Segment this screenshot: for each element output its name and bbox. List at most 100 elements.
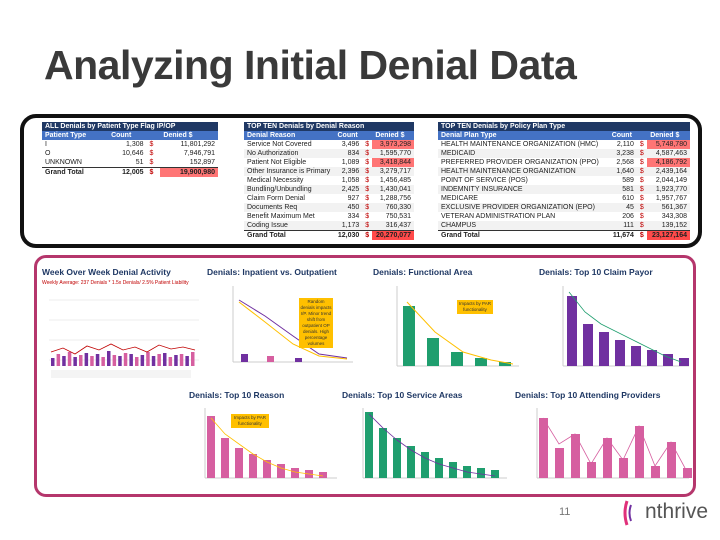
- column-header: [362, 131, 373, 140]
- bar: [191, 352, 195, 366]
- table-row: HEALTH MAINTENANCE ORGANIZATION 1,640 $2,4…: [438, 167, 690, 176]
- bar: [123, 353, 128, 366]
- bar: [129, 354, 133, 366]
- cell: HEALTH MAINTENANCE ORGANIZATION: [438, 167, 609, 176]
- cell: $: [639, 141, 644, 148]
- cell: 4,587,463: [647, 149, 690, 158]
- inpatient-callout: Random denials impacts I/P. Minor trend …: [299, 298, 333, 348]
- column-header[interactable]: Denial Reason: [244, 131, 335, 140]
- cell: MEDICAID: [438, 149, 609, 158]
- column-header[interactable]: Count: [608, 131, 637, 140]
- table-row: Coding Issue 1,173 $316,437: [244, 221, 414, 231]
- table-row: Benefit Maximum Met 334 $750,531: [244, 212, 414, 221]
- cumulative-line: [406, 301, 514, 365]
- cell: Bundling/Unbundling: [244, 185, 335, 194]
- table-row: Patient Not Eligible 1,089 $3,418,844: [244, 158, 414, 167]
- cell: 51: [135, 159, 144, 166]
- cell: 1,089: [341, 159, 360, 166]
- bar: [603, 438, 612, 478]
- table-caption: ALL Denials by Patient Type Flag IP/OP: [42, 122, 218, 131]
- bar: [539, 418, 548, 478]
- cell: 1,957,767: [655, 195, 687, 202]
- bar: [179, 354, 184, 366]
- cell: 561,367: [647, 203, 690, 212]
- table-total-row: Grand Total 12,030 $20,270,077: [244, 230, 414, 240]
- cell: 111: [608, 221, 637, 231]
- cell: 11,674: [608, 230, 637, 240]
- bar: [207, 416, 215, 478]
- bar: [235, 448, 243, 478]
- cell: 2,568: [616, 159, 634, 166]
- reason-panel-title: Denials: Top 10 Reason: [189, 390, 285, 400]
- cell: $: [365, 177, 370, 184]
- table-row: Bundling/Unbundling 2,425 $1,430,041: [244, 185, 414, 194]
- cell: $: [362, 149, 373, 158]
- column-header[interactable]: Denied $: [160, 131, 218, 140]
- service-panel-title: Denials: Top 10 Service Areas: [342, 390, 463, 400]
- column-header[interactable]: Count: [334, 131, 363, 140]
- column-header[interactable]: Count: [108, 131, 147, 140]
- cell: 1,640: [608, 167, 637, 176]
- cell: $: [365, 213, 370, 220]
- cell: $: [636, 185, 648, 194]
- bar: [393, 438, 401, 478]
- cell: $: [149, 141, 154, 148]
- bar: [451, 352, 463, 366]
- cell: No Authorization: [244, 149, 335, 158]
- table-row: Documents Req 450 $760,330: [244, 203, 414, 212]
- bar: [619, 458, 628, 478]
- cell: Claim Form Denial: [247, 195, 305, 202]
- functional-panel-title: Denials: Functional Area: [373, 267, 473, 277]
- bar: [583, 324, 593, 366]
- cell: MEDICARE: [441, 195, 478, 202]
- cell: 5,748,780: [647, 140, 690, 149]
- payor-line: [568, 291, 682, 363]
- bar: [475, 358, 487, 366]
- cell: $: [639, 177, 644, 184]
- denial-reason-table: TOP TEN Denials by Denial Reason Denial …: [244, 122, 414, 240]
- column-header[interactable]: Denial Plan Type: [438, 131, 609, 140]
- bar: [587, 462, 596, 478]
- cell: 2,425: [334, 185, 363, 194]
- cell: 1,288,756: [379, 195, 411, 202]
- column-header[interactable]: Denied $: [372, 131, 414, 140]
- table-row: Medical Necessity 1,058 $1,456,485: [244, 176, 414, 185]
- bar: [679, 358, 689, 366]
- table-row: INDEMNITY INSURANCE 581 $1,923,770: [438, 185, 690, 194]
- cell: 334: [347, 213, 360, 220]
- provider-line: [542, 417, 686, 469]
- bar: [403, 306, 415, 366]
- bar: [663, 354, 673, 366]
- cell: 834: [334, 149, 363, 158]
- cell: 316,437: [372, 221, 414, 231]
- bar: [73, 357, 77, 366]
- cell: 1,308: [125, 141, 144, 148]
- column-header: [636, 131, 648, 140]
- cell: O: [45, 150, 51, 157]
- cell: 11,801,292: [180, 141, 215, 148]
- week-panel-title: Week Over Week Denial Activity: [42, 267, 171, 277]
- cell: Documents Req: [244, 203, 335, 212]
- column-header[interactable]: Denied $: [647, 131, 690, 140]
- denial-tables-panel: ALL Denials by Patient Type Flag IP/OP P…: [20, 114, 702, 248]
- bar: [291, 468, 299, 478]
- week-legend-table: [51, 370, 191, 378]
- cell: UNKNOWN: [45, 159, 82, 166]
- bar: [631, 346, 641, 366]
- cell: PREFERRED PROVIDER ORGANIZATION (PPO): [441, 159, 599, 166]
- week-trend-line: [50, 343, 196, 355]
- column-header[interactable]: Patient Type: [42, 131, 109, 140]
- table-row: EXCLUSIVE PROVIDER ORGANIZATION (EPO) 45 $…: [438, 203, 690, 212]
- bar: [95, 354, 100, 366]
- inpatient-panel-title: Denials: Inpatient vs. Outpatient: [207, 267, 337, 277]
- cell: 2,110: [616, 141, 634, 148]
- cell: $: [362, 221, 373, 231]
- bar: [599, 332, 609, 366]
- cell: 760,330: [372, 203, 414, 212]
- cell: Service Not Covered: [247, 141, 312, 148]
- logo-text: nthrive: [645, 500, 709, 523]
- column-header: [146, 131, 161, 140]
- table-row: I 1,308 $11,801,292: [42, 140, 218, 149]
- cell: 12,005: [108, 167, 147, 177]
- functional-area-chart: [396, 286, 519, 367]
